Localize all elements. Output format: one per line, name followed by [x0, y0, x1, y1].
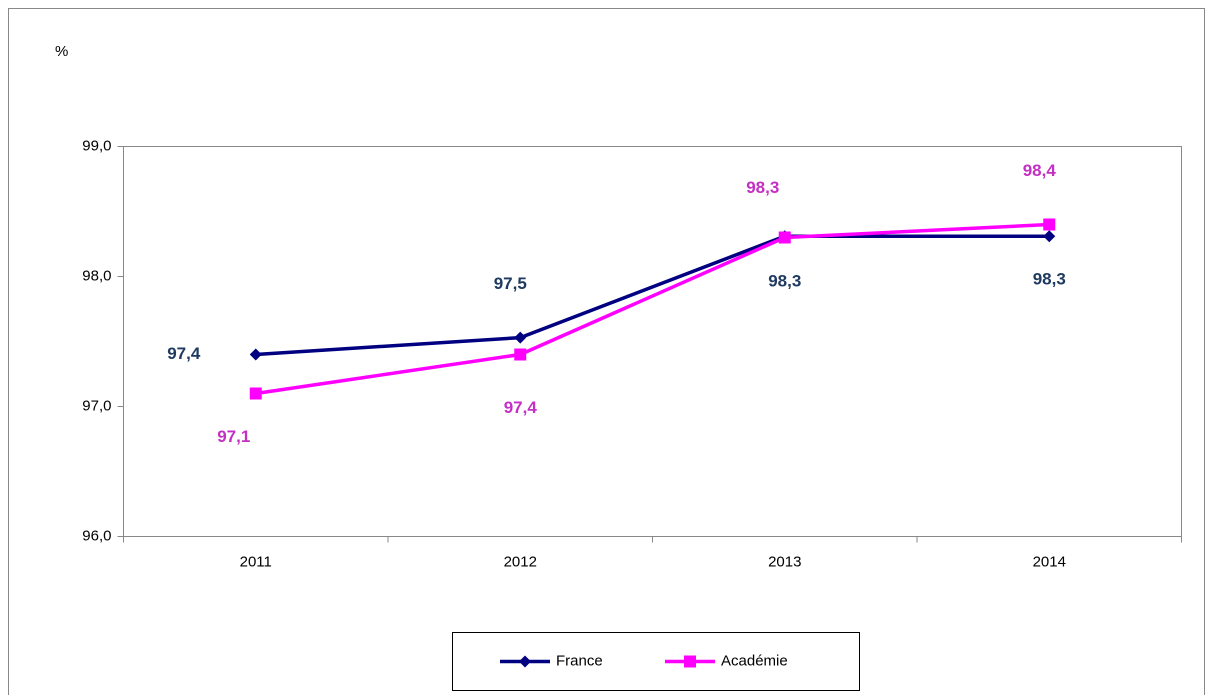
data-label: 97,1 — [217, 427, 250, 446]
legend-label: France — [556, 652, 603, 669]
data-label: 97,4 — [504, 398, 538, 417]
y-tick-label: 98,0 — [82, 267, 111, 284]
y-axis-label: % — [55, 43, 68, 60]
data-label: 97,5 — [494, 274, 527, 293]
data-label: 98,4 — [1023, 161, 1057, 180]
legend-label: Académie — [721, 652, 788, 669]
x-tick-label: 2012 — [504, 553, 537, 570]
marker — [514, 348, 527, 361]
x-tick-label: 2011 — [240, 553, 272, 570]
y-tick-label: 97,0 — [82, 397, 111, 414]
chart-border — [8, 8, 1205, 695]
marker — [1043, 230, 1056, 243]
marker — [249, 348, 262, 361]
y-tick-label: 99,0 — [82, 137, 111, 154]
marker — [519, 655, 531, 668]
data-label: 97,4 — [167, 344, 201, 363]
marker — [514, 331, 527, 344]
x-tick-label: 2013 — [768, 553, 801, 570]
data-label: 98,3 — [746, 178, 779, 197]
data-label: 98,3 — [768, 272, 801, 291]
x-tick-label: 2014 — [1033, 553, 1066, 570]
marker — [778, 231, 791, 244]
line — [255, 234, 1050, 357]
line — [255, 222, 1050, 396]
y-tick-label: 96,0 — [82, 527, 111, 544]
marker — [249, 387, 262, 400]
marker — [684, 655, 696, 668]
data-label: 98,3 — [1033, 270, 1066, 289]
plot-area — [123, 146, 1182, 537]
marker — [1043, 218, 1056, 231]
